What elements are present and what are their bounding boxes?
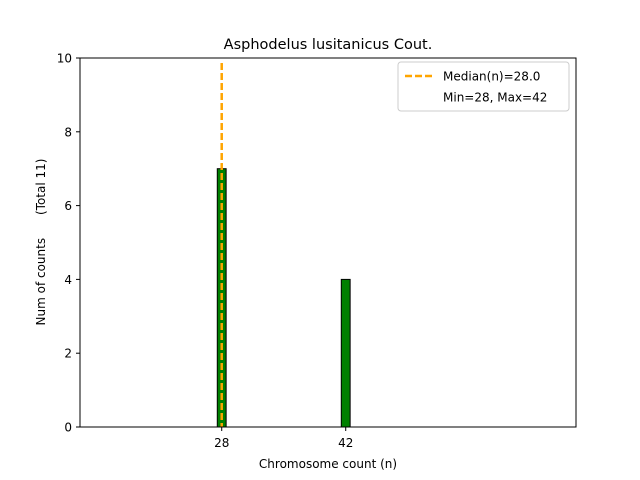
y-tick-label-6: 6 [64, 199, 72, 213]
axes: 0 2 4 6 8 10 28 42 [57, 52, 577, 450]
axes-frame [79, 57, 577, 428]
x-axis-label: Chromosome count (n) [259, 457, 397, 471]
y-tick-label-10: 10 [57, 52, 72, 66]
legend-range-label: Min=28, Max=42 [443, 91, 547, 105]
bar-42 [340, 278, 351, 428]
y-tick-label-4: 4 [64, 273, 72, 287]
legend-frame [397, 61, 570, 112]
chart-title: Asphodelus lusitanicus Cout. [224, 37, 433, 53]
y-tick-label-8: 8 [64, 125, 72, 139]
y-axis-label: Num of counts (Total 11) [34, 159, 48, 326]
y-tick-label-0: 0 [64, 421, 72, 435]
x-tick-label-42: 42 [338, 436, 353, 450]
legend: Median(n)=28.0 Min=28, Max=42 [397, 61, 570, 112]
legend-median-label: Median(n)=28.0 [443, 70, 540, 84]
y-tick-label-2: 2 [64, 347, 72, 361]
x-tick-label-28: 28 [214, 436, 229, 450]
